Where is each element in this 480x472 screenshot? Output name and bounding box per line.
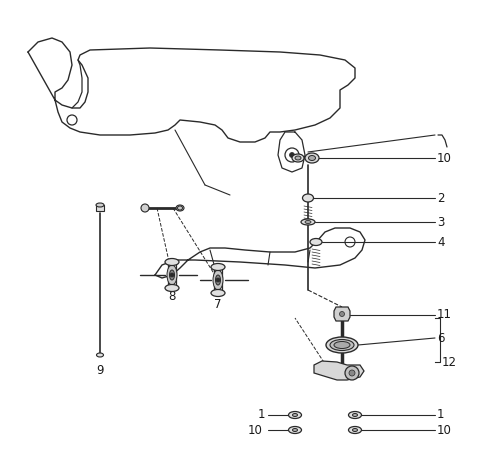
Ellipse shape (352, 413, 358, 416)
Ellipse shape (288, 412, 301, 419)
Ellipse shape (165, 285, 179, 292)
Ellipse shape (96, 203, 104, 207)
Text: 8: 8 (168, 290, 176, 303)
Ellipse shape (211, 263, 225, 270)
Polygon shape (334, 307, 350, 321)
Text: 12: 12 (442, 355, 457, 369)
Ellipse shape (305, 153, 319, 163)
Ellipse shape (310, 238, 322, 245)
Circle shape (216, 278, 220, 282)
Ellipse shape (176, 205, 184, 211)
Text: 1: 1 (437, 408, 444, 421)
Text: 10: 10 (437, 423, 452, 437)
Text: 1: 1 (257, 408, 265, 421)
Text: 10: 10 (437, 152, 452, 165)
Ellipse shape (352, 429, 358, 431)
Bar (168, 262, 176, 288)
Ellipse shape (213, 270, 223, 290)
Polygon shape (314, 361, 364, 380)
Ellipse shape (167, 265, 177, 285)
Ellipse shape (141, 204, 149, 212)
Ellipse shape (295, 156, 301, 160)
Text: 7: 7 (214, 298, 222, 312)
Bar (96, 205, 104, 211)
Ellipse shape (211, 289, 225, 296)
Ellipse shape (348, 412, 361, 419)
Ellipse shape (292, 154, 304, 162)
Ellipse shape (292, 413, 298, 416)
Circle shape (339, 312, 345, 317)
Text: 3: 3 (437, 216, 444, 228)
Ellipse shape (330, 339, 354, 351)
Ellipse shape (96, 353, 104, 357)
Ellipse shape (165, 259, 179, 265)
Ellipse shape (301, 219, 315, 225)
Bar (214, 267, 222, 293)
Circle shape (170, 273, 174, 277)
Ellipse shape (326, 337, 358, 353)
Text: 2: 2 (437, 192, 444, 204)
Text: 4: 4 (437, 236, 444, 248)
Ellipse shape (288, 427, 301, 433)
Text: 9: 9 (96, 363, 104, 377)
Ellipse shape (348, 427, 361, 433)
Text: 6: 6 (437, 331, 444, 345)
Ellipse shape (334, 342, 350, 348)
Ellipse shape (169, 270, 175, 280)
Circle shape (345, 366, 359, 380)
Text: 11: 11 (437, 309, 452, 321)
Ellipse shape (292, 429, 298, 431)
Ellipse shape (309, 155, 315, 160)
Ellipse shape (302, 194, 313, 202)
Ellipse shape (305, 220, 311, 224)
Ellipse shape (216, 275, 220, 285)
Circle shape (289, 152, 295, 158)
Circle shape (349, 370, 355, 376)
Text: 10: 10 (248, 423, 263, 437)
